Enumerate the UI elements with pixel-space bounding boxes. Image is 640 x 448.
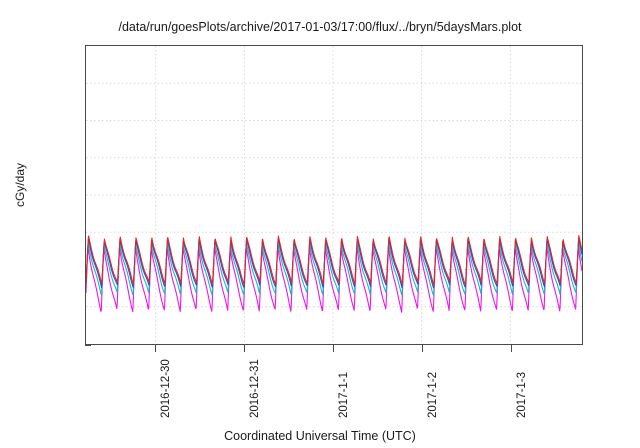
x-axis-tick-label: 2016-12-31 xyxy=(249,359,261,418)
x-axis-tick-mark xyxy=(333,345,334,352)
x-axis-tick-label: 2017-1-1 xyxy=(338,371,350,418)
x-axis-tick-mark xyxy=(511,345,512,352)
series-red xyxy=(86,235,582,286)
x-axis-tick-mark xyxy=(422,345,423,352)
plot-area xyxy=(85,45,583,345)
x-axis-label: Coordinated Universal Time (UTC) xyxy=(224,429,416,443)
x-axis-tick-label: 2017-1-2 xyxy=(427,371,439,418)
x-axis-tick-mark xyxy=(244,345,245,352)
x-axis-tick-mark xyxy=(155,345,156,352)
x-axis-tick-label: 2017-1-3 xyxy=(516,371,528,418)
data-series-layer xyxy=(86,235,582,313)
x-axis-tick-label: 2016-12-30 xyxy=(160,359,172,418)
page-title: /data/run/goesPlots/archive/2017-01-03/1… xyxy=(118,20,522,34)
y-axis-tick-mark xyxy=(85,345,91,346)
y-axis-label: cGy/day xyxy=(13,163,27,208)
